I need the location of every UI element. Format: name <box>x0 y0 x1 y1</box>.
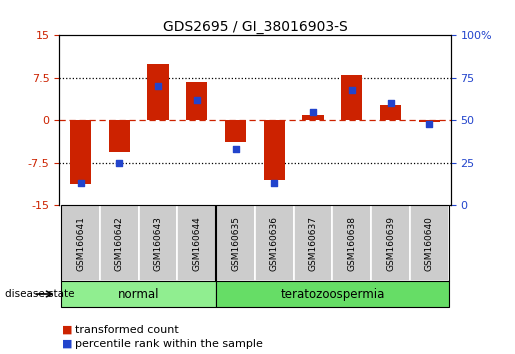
Bar <box>70 120 91 184</box>
Bar <box>410 205 449 281</box>
Bar <box>332 205 371 281</box>
Bar <box>255 205 294 281</box>
Text: GSM160641: GSM160641 <box>76 216 85 271</box>
Text: GSM160639: GSM160639 <box>386 216 395 271</box>
Point <box>425 121 434 127</box>
Text: GSM160636: GSM160636 <box>270 216 279 271</box>
Text: ■: ■ <box>62 339 72 349</box>
Bar <box>371 205 410 281</box>
Text: GSM160642: GSM160642 <box>115 216 124 271</box>
Text: percentile rank within the sample: percentile rank within the sample <box>75 339 263 349</box>
Text: teratozoospermia: teratozoospermia <box>280 288 385 301</box>
Text: GSM160644: GSM160644 <box>192 216 201 271</box>
Text: GSM160640: GSM160640 <box>425 216 434 271</box>
Bar <box>100 205 139 281</box>
Point <box>231 147 239 152</box>
Text: ■: ■ <box>62 325 72 335</box>
Bar <box>294 205 332 281</box>
Text: GSM160638: GSM160638 <box>347 216 356 271</box>
Text: GSM160637: GSM160637 <box>308 216 318 271</box>
Bar <box>109 120 130 152</box>
Bar <box>341 75 363 120</box>
Point <box>348 87 356 93</box>
Bar <box>264 120 285 180</box>
Bar <box>178 205 216 281</box>
Bar <box>61 205 100 281</box>
Bar <box>302 115 324 120</box>
Title: GDS2695 / GI_38016903-S: GDS2695 / GI_38016903-S <box>163 21 347 34</box>
Text: normal: normal <box>118 288 160 301</box>
Bar <box>61 281 216 307</box>
Point <box>115 160 124 166</box>
Text: GSM160635: GSM160635 <box>231 216 240 271</box>
Text: disease state: disease state <box>5 289 75 299</box>
Bar <box>147 64 169 120</box>
Point <box>270 181 279 186</box>
Bar <box>419 120 440 122</box>
Point <box>76 181 84 186</box>
Bar <box>186 82 208 120</box>
Point <box>193 97 201 103</box>
Bar <box>380 104 401 120</box>
Bar <box>139 205 178 281</box>
Point <box>154 84 162 89</box>
Text: GSM160643: GSM160643 <box>153 216 163 271</box>
Point <box>309 109 317 115</box>
Text: transformed count: transformed count <box>75 325 178 335</box>
Bar <box>216 205 255 281</box>
Bar <box>225 120 246 142</box>
Point <box>386 101 394 106</box>
Bar <box>216 281 449 307</box>
